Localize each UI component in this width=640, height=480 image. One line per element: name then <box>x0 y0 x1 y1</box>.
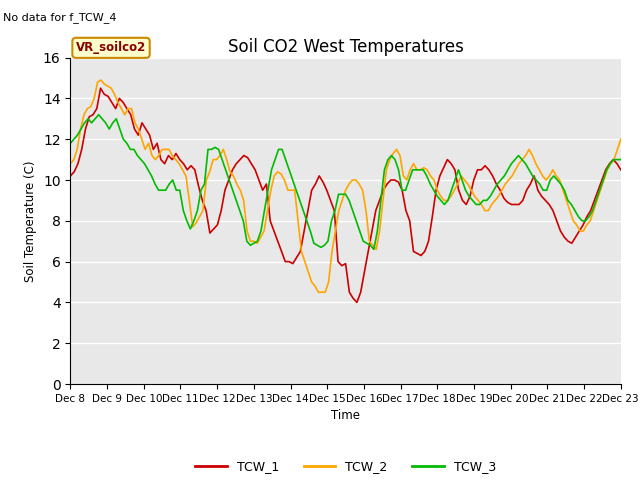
Y-axis label: Soil Temperature (C): Soil Temperature (C) <box>24 160 37 282</box>
TCW_2 <box>97 77 105 83</box>
TCW_2 <box>321 289 329 295</box>
Line: TCW_2: TCW_2 <box>70 80 621 292</box>
TCW_1 <box>353 300 361 305</box>
TCW_3 <box>218 156 226 162</box>
Line: TCW_1: TCW_1 <box>70 88 621 302</box>
TCW_1 <box>218 208 225 214</box>
TCW_1 <box>455 187 463 193</box>
TCW_2 <box>546 173 554 179</box>
X-axis label: Time: Time <box>331 409 360 422</box>
Text: No data for f_TCW_4: No data for f_TCW_4 <box>3 12 116 23</box>
TCW_1 <box>67 173 74 179</box>
TCW_3 <box>67 140 74 146</box>
TCW_1 <box>248 161 255 167</box>
TCW_3 <box>370 247 378 252</box>
TCW_3 <box>275 146 282 152</box>
TCW_1 <box>376 198 383 204</box>
Text: VR_soilco2: VR_soilco2 <box>76 41 146 54</box>
TCW_1 <box>617 167 625 173</box>
Legend: TCW_1, TCW_2, TCW_3: TCW_1, TCW_2, TCW_3 <box>190 456 501 479</box>
Title: Soil CO2 West Temperatures: Soil CO2 West Temperatures <box>228 38 463 56</box>
TCW_3 <box>95 112 102 118</box>
TCW_1 <box>508 202 515 207</box>
TCW_3 <box>518 156 526 162</box>
Line: TCW_3: TCW_3 <box>70 115 621 250</box>
TCW_2 <box>583 222 591 228</box>
TCW_2 <box>505 177 513 183</box>
TCW_3 <box>391 156 399 162</box>
TCW_2 <box>474 198 482 204</box>
TCW_2 <box>617 136 625 142</box>
TCW_2 <box>67 161 74 167</box>
TCW_3 <box>84 116 92 121</box>
TCW_1 <box>500 195 508 201</box>
TCW_3 <box>617 156 625 162</box>
TCW_2 <box>223 156 230 162</box>
TCW_2 <box>315 289 323 295</box>
TCW_3 <box>99 116 106 121</box>
TCW_1 <box>97 85 104 91</box>
